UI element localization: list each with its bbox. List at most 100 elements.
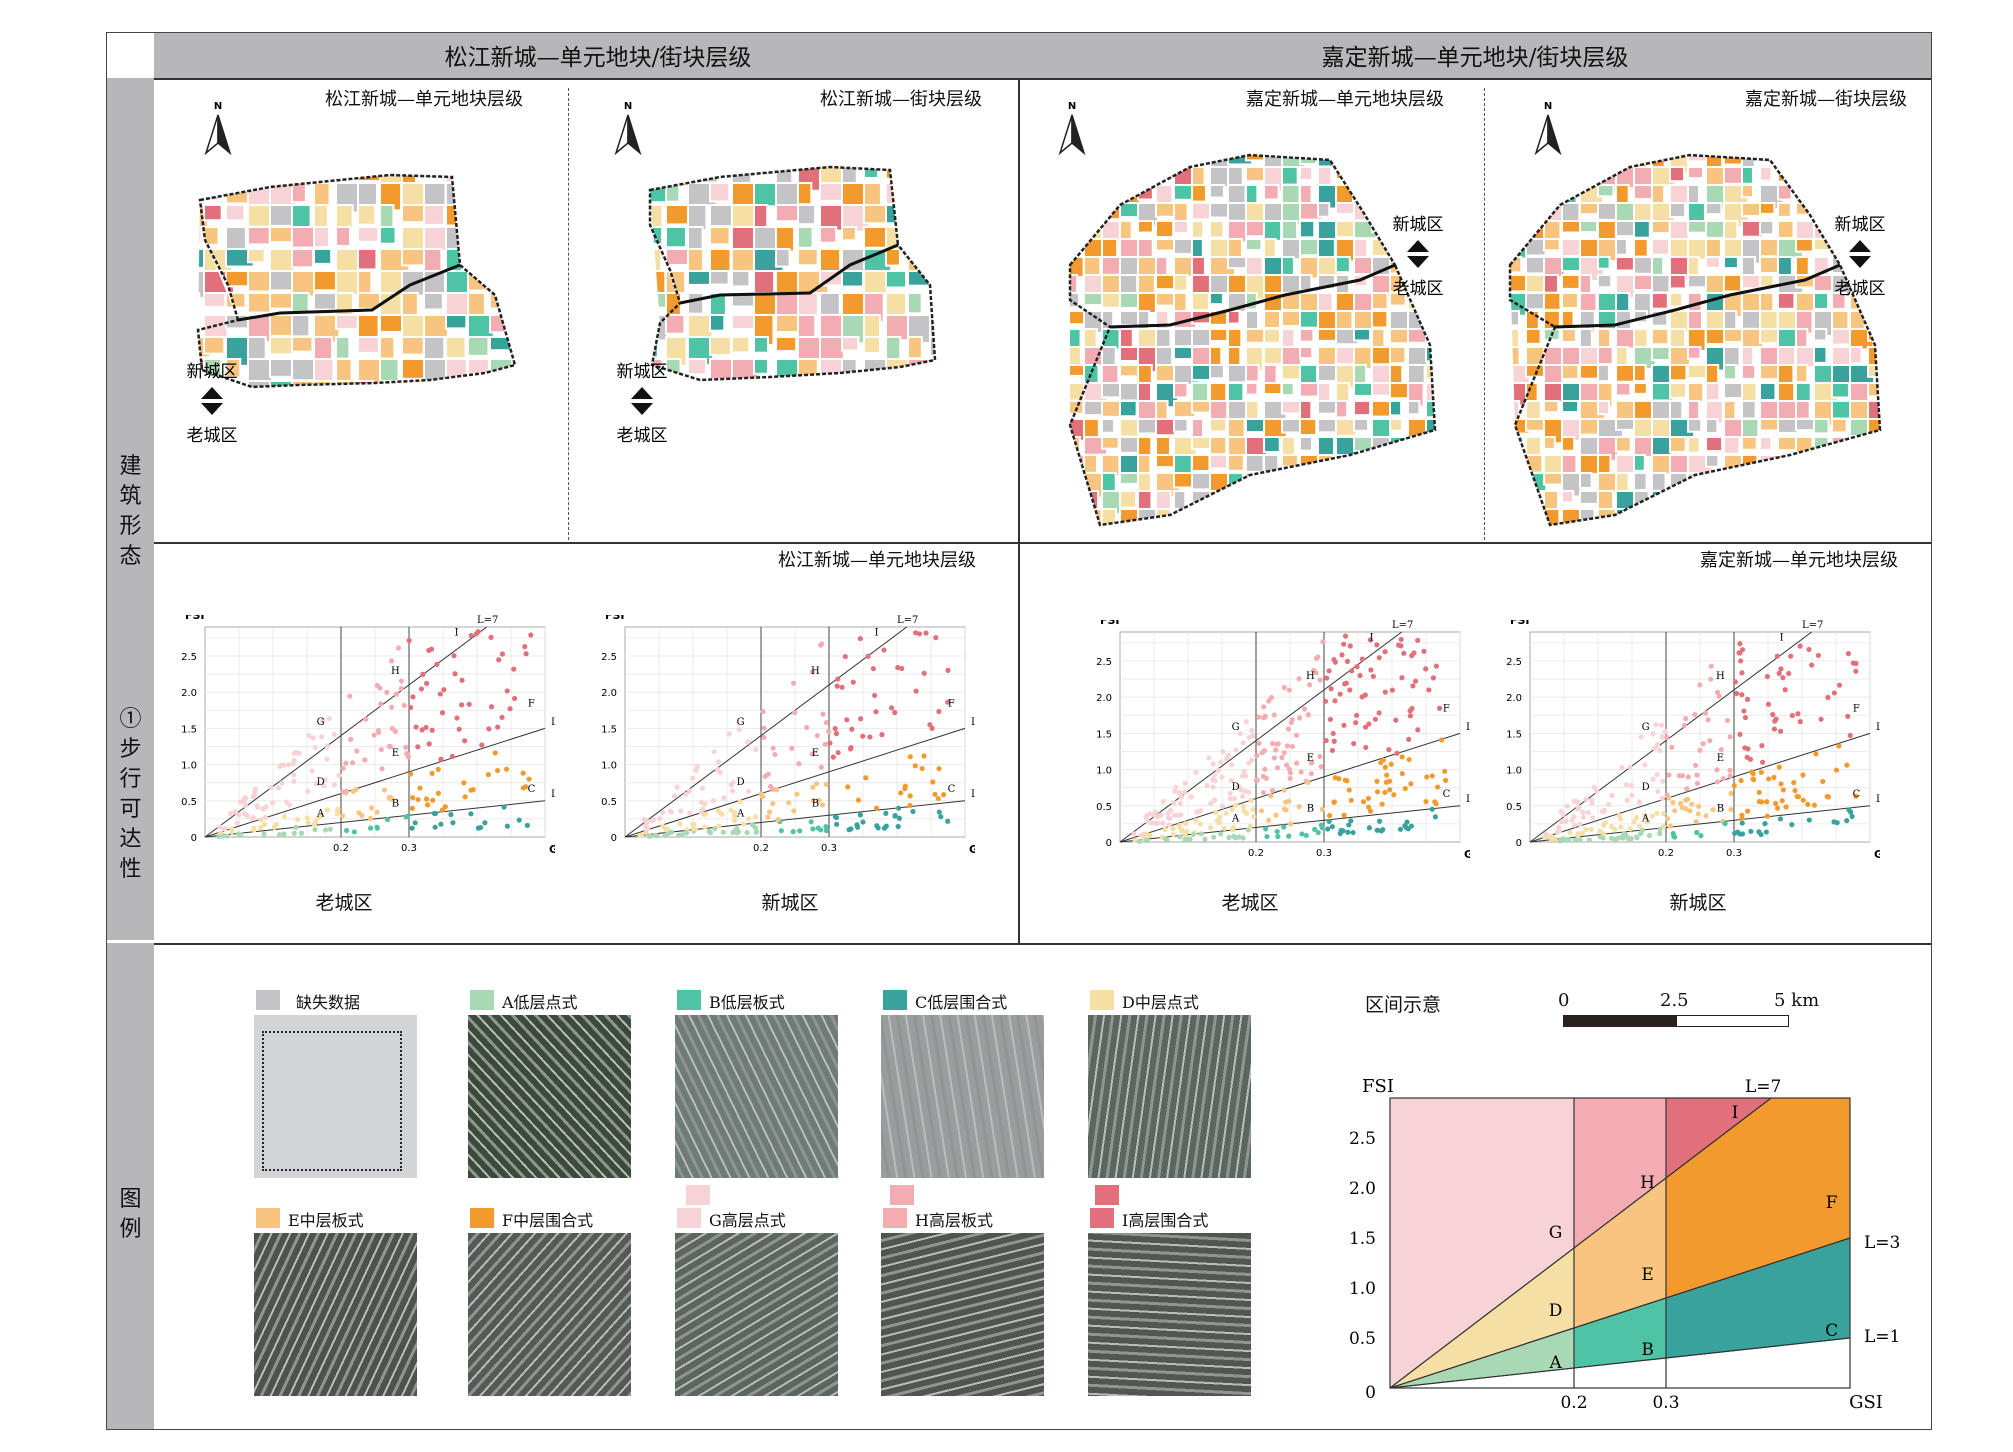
map-block <box>182 95 195 109</box>
data-point <box>1762 821 1768 827</box>
data-point <box>770 800 776 807</box>
map-block <box>1462 221 1470 241</box>
map-block <box>974 469 1000 491</box>
data-point <box>1181 789 1188 795</box>
map-block <box>1371 166 1389 188</box>
map-block <box>402 139 428 153</box>
y-tick-label: 0.5 <box>1506 802 1522 813</box>
data-point <box>468 811 474 817</box>
map-block <box>1849 472 1866 497</box>
map-block <box>1299 274 1313 292</box>
map-block <box>665 248 690 267</box>
data-point <box>1698 833 1704 839</box>
map-block <box>512 139 535 156</box>
data-point <box>761 725 767 731</box>
map-block <box>1048 293 1059 310</box>
data-point <box>650 817 657 823</box>
map-block <box>820 425 839 441</box>
data-point <box>1232 835 1239 841</box>
data-point <box>1380 757 1386 763</box>
map-block <box>225 175 247 185</box>
data-point <box>1697 682 1703 688</box>
map-block <box>445 175 468 184</box>
map-block <box>1510 220 1528 237</box>
map-block <box>1030 185 1055 206</box>
map-block <box>1510 364 1512 381</box>
data-point <box>520 770 526 776</box>
map-block <box>930 381 947 406</box>
data-point <box>408 704 414 711</box>
map-block <box>1741 400 1757 420</box>
map-block <box>1209 292 1224 306</box>
map-block <box>1886 167 1900 192</box>
map-block <box>1543 166 1559 183</box>
data-point <box>388 658 395 664</box>
data-point <box>671 793 677 799</box>
down-arrow-icon <box>1849 256 1871 268</box>
data-point <box>1696 803 1702 810</box>
map-block <box>291 336 314 353</box>
map-block <box>886 403 916 421</box>
data-point <box>749 821 755 828</box>
map-block <box>1904 239 1929 260</box>
data-point <box>1168 807 1174 814</box>
map-block <box>908 381 936 398</box>
map-block <box>952 469 974 484</box>
data-point <box>792 710 798 716</box>
data-point <box>1178 826 1184 833</box>
map-block <box>710 381 739 410</box>
map-block <box>1490 257 1502 272</box>
data-point <box>1742 714 1749 721</box>
map-block <box>490 139 512 164</box>
map-block <box>1525 508 1549 525</box>
data-point <box>1748 828 1754 834</box>
data-point <box>1275 765 1281 771</box>
data-point <box>833 814 840 821</box>
map-block <box>1210 527 1225 538</box>
data-point <box>319 734 325 740</box>
map-block <box>1795 166 1818 185</box>
map-block <box>1652 527 1673 540</box>
y-tick-label: 0.5 <box>181 797 197 808</box>
data-point <box>435 766 441 772</box>
interval-diagram: 00.51.01.52.02.50.2 0.3FSIGSIL=7L=3L=1ABC… <box>1349 1076 1900 1413</box>
map-block <box>1335 508 1353 524</box>
map-block <box>1633 436 1655 458</box>
data-point <box>496 657 502 663</box>
map-block <box>600 447 628 473</box>
data-point <box>425 802 431 808</box>
data-point <box>1642 812 1648 819</box>
l7-label: L=7 <box>1745 1077 1781 1097</box>
map-block <box>556 491 560 495</box>
map-block <box>1462 275 1470 295</box>
map-block <box>1209 508 1235 524</box>
legend-sample-image <box>881 1015 1044 1178</box>
map-block <box>952 271 968 287</box>
data-point <box>731 818 737 824</box>
data-point <box>1359 656 1365 662</box>
map-block <box>336 469 366 489</box>
data-point <box>499 714 505 720</box>
map-block <box>1299 436 1314 452</box>
map-block <box>1490 455 1502 471</box>
map-block <box>1155 184 1174 206</box>
map-title-songjiang-unit: 松江新城—单元地块层级 <box>325 89 523 110</box>
map-block <box>1669 274 1687 290</box>
map-block <box>1795 490 1819 515</box>
map-block <box>160 381 180 408</box>
map-block <box>1490 149 1505 171</box>
data-point <box>526 776 532 782</box>
data-point <box>1845 713 1851 719</box>
map-block <box>446 491 466 495</box>
map-block <box>556 447 560 464</box>
l3-label: L=3 <box>971 717 975 728</box>
legend-sample-image <box>254 1233 417 1396</box>
map-block <box>908 139 924 155</box>
map-block <box>445 336 467 359</box>
map-block <box>1922 383 1930 407</box>
map-block <box>489 336 515 352</box>
map-block <box>1669 436 1687 453</box>
data-point <box>1728 806 1734 813</box>
map-block <box>1353 256 1374 275</box>
down-arrow-icon <box>631 403 653 415</box>
